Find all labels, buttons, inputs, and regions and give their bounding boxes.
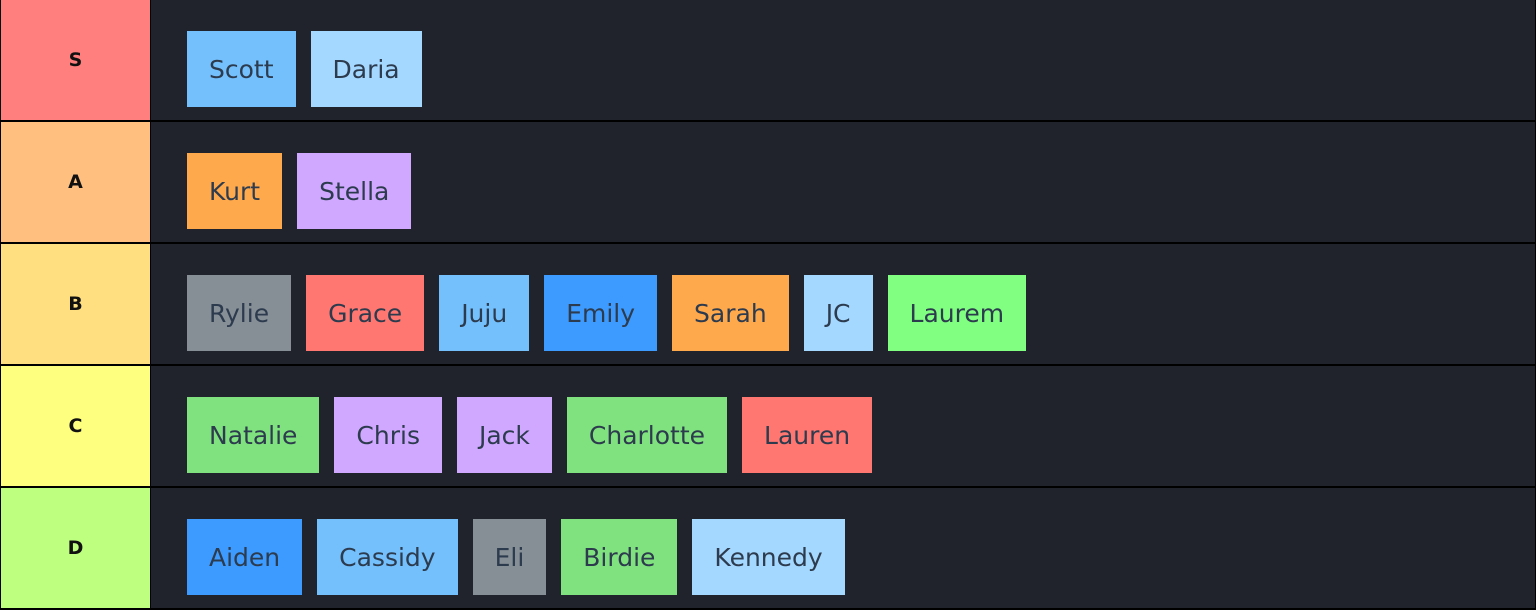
tier-drop-zone[interactable]: Natalie Chris Jack Charlotte Lauren (151, 366, 1535, 486)
tier-label[interactable]: A (1, 122, 150, 242)
tier-drop-zone[interactable]: Kurt Stella (151, 122, 1535, 242)
tier-row-d: D Aiden Cassidy Eli Birdie Kennedy (0, 488, 1536, 608)
tier-label[interactable]: D (1, 488, 150, 608)
tier-row-c: C Natalie Chris Jack Charlotte Lauren (0, 366, 1536, 486)
tier-item[interactable]: Chris (334, 397, 442, 473)
tier-row-s: S Scott Daria (0, 0, 1536, 120)
tier-item[interactable]: Aiden (187, 519, 303, 595)
tier-drop-zone[interactable]: Scott Daria (151, 0, 1535, 120)
tier-item[interactable]: Laurem (887, 275, 1027, 351)
tier-item[interactable]: Sarah (672, 275, 789, 351)
tier-drop-zone[interactable]: Rylie Grace Juju Emily Sarah JC Laurem (151, 244, 1535, 364)
tier-label[interactable]: C (1, 366, 150, 486)
tier-item[interactable]: Charlotte (566, 397, 728, 473)
tier-label[interactable]: S (1, 0, 150, 120)
tier-item[interactable]: Kennedy (692, 519, 845, 595)
tier-item[interactable]: Lauren (742, 397, 873, 473)
tier-item[interactable]: Natalie (187, 397, 320, 473)
tier-item[interactable]: Grace (306, 275, 425, 351)
tier-item[interactable]: Birdie (561, 519, 678, 595)
tier-row-b: B Rylie Grace Juju Emily Sarah JC Laurem (0, 244, 1536, 364)
tier-item[interactable]: Juju (439, 275, 530, 351)
tier-item[interactable]: JC (803, 275, 873, 351)
tier-item[interactable]: Rylie (187, 275, 292, 351)
tier-item[interactable]: Kurt (187, 153, 283, 229)
tier-item[interactable]: Stella (297, 153, 412, 229)
tier-item[interactable]: Scott (187, 31, 296, 107)
tier-item[interactable]: Daria (310, 31, 422, 107)
tier-label[interactable]: B (1, 244, 150, 364)
tier-item[interactable]: Jack (456, 397, 552, 473)
tier-row-a: A Kurt Stella (0, 122, 1536, 242)
tier-drop-zone[interactable]: Aiden Cassidy Eli Birdie Kennedy (151, 488, 1535, 608)
tier-item[interactable]: Emily (544, 275, 658, 351)
tier-item[interactable]: Cassidy (317, 519, 458, 595)
tier-item[interactable]: Eli (472, 519, 547, 595)
